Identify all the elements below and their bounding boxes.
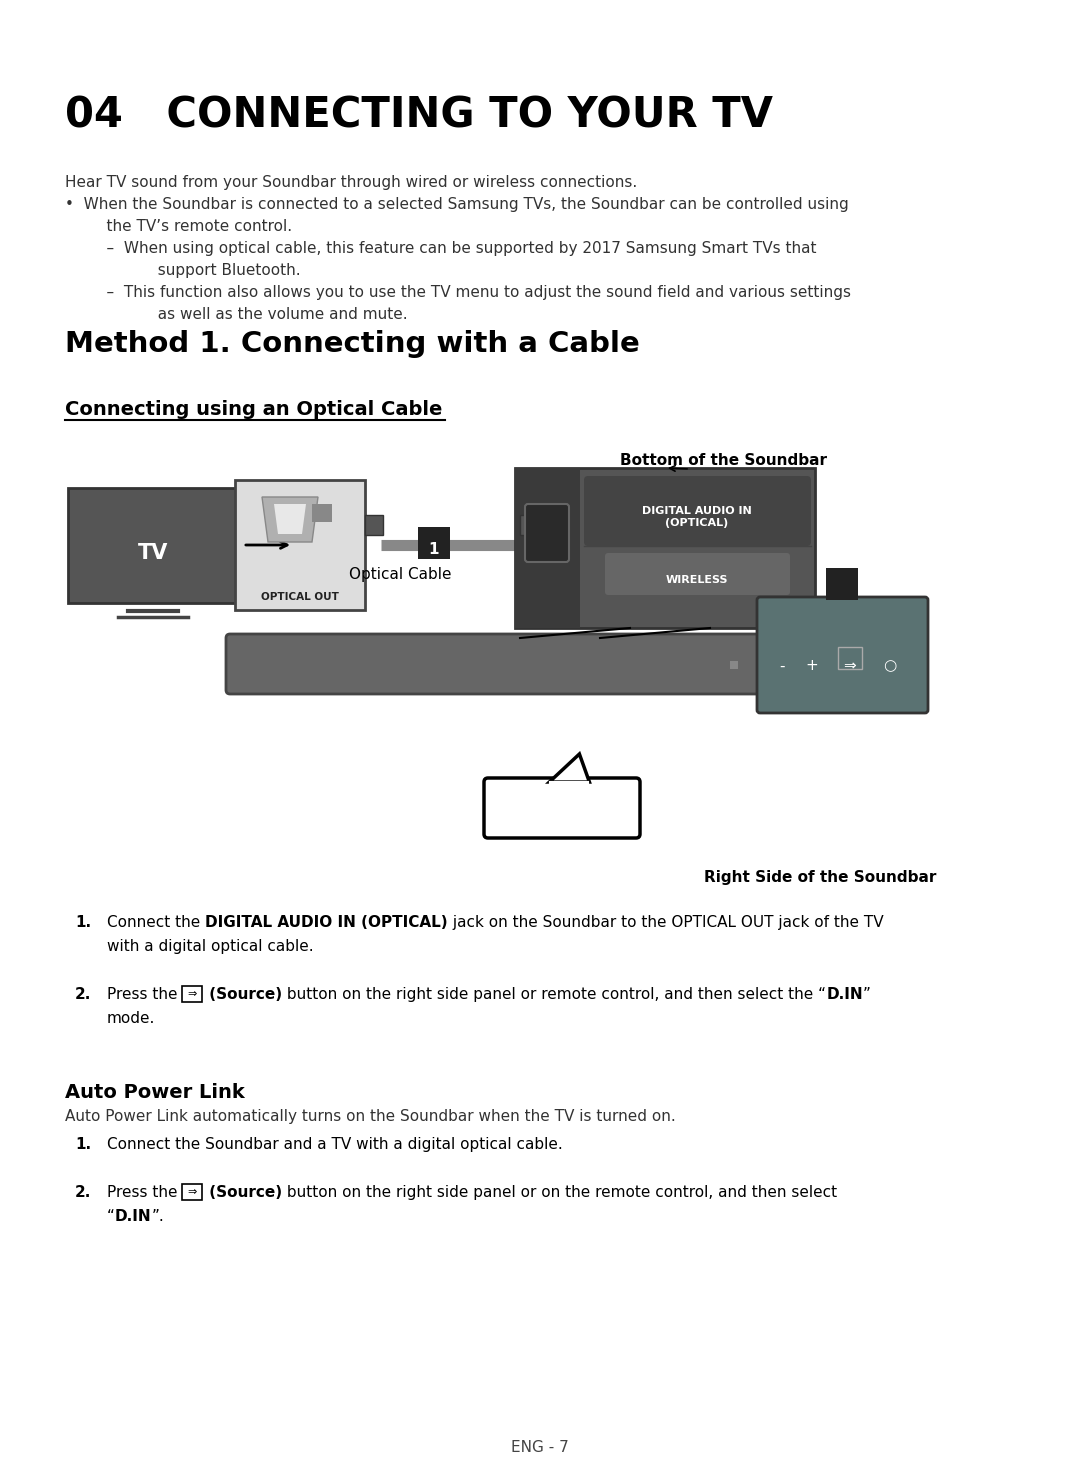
Text: “: “ [107, 1208, 114, 1225]
Text: D.IN: D.IN [532, 805, 592, 828]
Text: Press the: Press the [107, 986, 183, 1001]
Text: 2.: 2. [75, 986, 92, 1001]
Text: the TV’s remote control.: the TV’s remote control. [87, 219, 292, 234]
Bar [68, 488, 238, 603]
Text: –  When using optical cable, this feature can be supported by 2017 Samsung Smart: – When using optical cable, this feature… [87, 241, 816, 256]
Bar [515, 467, 815, 629]
Text: button on the right side panel or on the remote control, and then select: button on the right side panel or on the… [283, 1185, 838, 1199]
Text: DIGITAL AUDIO IN
(OPTICAL): DIGITAL AUDIO IN (OPTICAL) [643, 506, 752, 528]
Text: ”.: ”. [151, 1208, 164, 1225]
Bar [312, 504, 332, 522]
Text: -: - [780, 658, 785, 673]
Text: 1: 1 [429, 541, 440, 556]
Text: as well as the volume and mute.: as well as the volume and mute. [109, 308, 407, 322]
Text: Hear TV sound from your Soundbar through wired or wireless connections.: Hear TV sound from your Soundbar through… [65, 175, 637, 189]
Text: Press the: Press the [107, 1185, 183, 1199]
Text: Bottom of the Soundbar: Bottom of the Soundbar [620, 453, 827, 467]
Text: Optical Cable: Optical Cable [349, 566, 451, 583]
Text: with a digital optical cable.: with a digital optical cable. [107, 939, 313, 954]
Text: 2: 2 [837, 583, 848, 598]
Text: 1.: 1. [75, 1137, 91, 1152]
Bar [235, 481, 365, 609]
FancyBboxPatch shape [605, 553, 789, 595]
Text: (Source): (Source) [204, 986, 283, 1001]
Text: Method 1. Connecting with a Cable: Method 1. Connecting with a Cable [65, 330, 639, 358]
Bar [838, 646, 862, 669]
Text: ⇒: ⇒ [843, 658, 856, 673]
Bar [519, 515, 540, 535]
Text: (Source): (Source) [204, 1185, 283, 1199]
Text: WIRELESS: WIRELESS [665, 575, 728, 586]
Text: •  When the Soundbar is connected to a selected Samsung TVs, the Soundbar can be: • When the Soundbar is connected to a se… [65, 197, 849, 211]
Text: –  This function also allows you to use the TV menu to adjust the sound field an: – This function also allows you to use t… [87, 285, 851, 300]
Text: ○: ○ [883, 658, 896, 673]
Polygon shape [274, 504, 306, 534]
Text: 2.: 2. [75, 1185, 92, 1199]
FancyBboxPatch shape [226, 634, 764, 694]
Text: 04   CONNECTING TO YOUR TV: 04 CONNECTING TO YOUR TV [65, 95, 773, 138]
Text: DIGITAL AUDIO IN (OPTICAL): DIGITAL AUDIO IN (OPTICAL) [205, 916, 448, 930]
Bar [730, 661, 738, 669]
Bar [826, 568, 858, 600]
Bar [183, 986, 202, 1001]
Text: TV: TV [138, 543, 168, 563]
Text: Right Side of the Soundbar: Right Side of the Soundbar [704, 870, 936, 884]
Text: ”: ” [863, 986, 870, 1001]
Text: OPTICAL OUT: OPTICAL OUT [261, 592, 339, 602]
FancyBboxPatch shape [757, 598, 928, 713]
Bar [183, 1185, 202, 1199]
Polygon shape [262, 497, 318, 541]
Text: +: + [806, 658, 819, 673]
FancyBboxPatch shape [525, 504, 569, 562]
Text: ENG - 7: ENG - 7 [511, 1441, 569, 1455]
Text: mode.: mode. [107, 1012, 156, 1026]
Text: Connect the: Connect the [107, 916, 205, 930]
Text: button on the right side panel or remote control, and then select the “: button on the right side panel or remote… [283, 986, 826, 1001]
Text: 1.: 1. [75, 916, 91, 930]
Text: D.IN: D.IN [114, 1208, 151, 1225]
Bar [365, 515, 383, 535]
Bar [418, 527, 450, 559]
Text: Auto Power Link: Auto Power Link [65, 1083, 245, 1102]
Text: ⇒: ⇒ [188, 1188, 197, 1197]
FancyBboxPatch shape [484, 778, 640, 839]
Text: Connect the Soundbar and a TV with a digital optical cable.: Connect the Soundbar and a TV with a dig… [107, 1137, 563, 1152]
Text: jack on the Soundbar to the OPTICAL OUT jack of the TV: jack on the Soundbar to the OPTICAL OUT … [448, 916, 883, 930]
Text: ⇒: ⇒ [188, 989, 197, 998]
Polygon shape [550, 754, 590, 782]
Text: support Bluetooth.: support Bluetooth. [109, 263, 300, 278]
Text: Connecting using an Optical Cable: Connecting using an Optical Cable [65, 399, 443, 419]
Text: Auto Power Link automatically turns on the Soundbar when the TV is turned on.: Auto Power Link automatically turns on t… [65, 1109, 676, 1124]
FancyBboxPatch shape [584, 476, 811, 546]
Text: D.IN: D.IN [826, 986, 863, 1001]
Bar [515, 467, 580, 629]
